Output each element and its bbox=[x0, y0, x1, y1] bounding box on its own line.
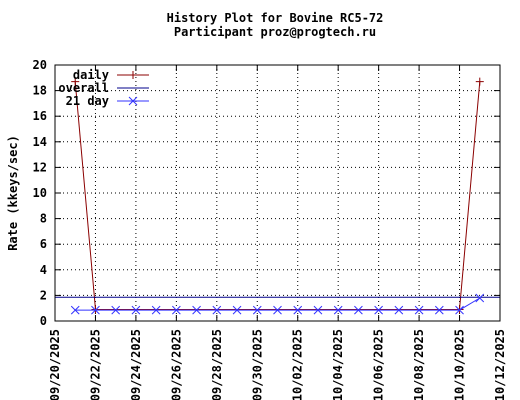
series-0 bbox=[71, 77, 484, 314]
data-point bbox=[293, 305, 303, 315]
plot-frame bbox=[54, 64, 501, 322]
data-point bbox=[475, 77, 484, 86]
x-tick-label: 10/04/2025 bbox=[331, 329, 345, 400]
data-point bbox=[313, 305, 323, 315]
data-point bbox=[131, 305, 141, 315]
x-tick-label: 09/26/2025 bbox=[169, 329, 183, 400]
data-point bbox=[354, 305, 363, 315]
data-point bbox=[394, 305, 404, 315]
x-tick-label: 10/06/2025 bbox=[372, 329, 386, 400]
series-2 bbox=[70, 293, 485, 315]
data-point bbox=[333, 305, 343, 315]
y-tick-label: 2 bbox=[40, 288, 47, 302]
y-tick-label: 6 bbox=[40, 237, 47, 251]
legend-label: overall bbox=[58, 81, 109, 95]
data-point bbox=[374, 305, 383, 315]
data-point bbox=[475, 293, 485, 303]
x-tick-label: 09/30/2025 bbox=[250, 329, 264, 400]
chart-title: History Plot for Bovine RC5-72 bbox=[167, 11, 384, 25]
data-point bbox=[172, 305, 181, 315]
y-tick-label: 12 bbox=[33, 160, 47, 174]
data-point bbox=[70, 305, 80, 315]
series-line bbox=[75, 297, 481, 311]
x-tick-label: 09/20/2025 bbox=[48, 329, 62, 400]
x-tick-label: 09/28/2025 bbox=[210, 329, 224, 400]
y-axis-label: Rate (kkeys/sec) bbox=[6, 135, 20, 251]
y-tick-label: 8 bbox=[40, 212, 47, 226]
series-layer bbox=[55, 77, 500, 315]
data-point bbox=[414, 305, 424, 315]
x-tick-label: 10/12/2025 bbox=[493, 329, 507, 400]
x-tick-label: 09/22/2025 bbox=[88, 329, 102, 400]
data-point bbox=[232, 305, 242, 315]
chart-subtitle: Participant proz@progtech.ru bbox=[174, 25, 376, 39]
data-point bbox=[434, 305, 444, 315]
y-tick-label: 14 bbox=[33, 135, 47, 149]
data-point bbox=[91, 305, 100, 315]
data-point bbox=[212, 305, 222, 315]
y-tick-label: 10 bbox=[33, 186, 47, 200]
legend-label: 21 day bbox=[66, 94, 109, 108]
x-tick-label: 10/10/2025 bbox=[453, 329, 467, 400]
y-tick-label: 16 bbox=[33, 109, 47, 123]
x-tick-label: 10/02/2025 bbox=[291, 329, 305, 400]
data-point bbox=[252, 305, 262, 315]
grid bbox=[55, 65, 500, 321]
axis-ticks: 0 2 4 6 8 10 12 14 16 18 20 09/20/2025 09/22/2025 09/… bbox=[33, 58, 507, 400]
y-tick-label: 4 bbox=[40, 263, 47, 277]
legend-marker bbox=[129, 71, 137, 79]
y-tick-label: 20 bbox=[33, 58, 47, 72]
data-point bbox=[71, 77, 80, 86]
x-tick-label: 09/24/2025 bbox=[129, 329, 143, 400]
legend-label: daily bbox=[73, 68, 109, 82]
data-point bbox=[273, 305, 282, 315]
x-tick-label: 10/08/2025 bbox=[412, 329, 426, 400]
y-tick-label: 0 bbox=[40, 314, 47, 328]
legend-marker bbox=[128, 96, 138, 106]
data-point bbox=[151, 305, 161, 315]
data-point bbox=[111, 305, 121, 315]
y-tick-label: 18 bbox=[33, 84, 47, 98]
data-point bbox=[192, 305, 201, 315]
data-point bbox=[455, 305, 464, 315]
